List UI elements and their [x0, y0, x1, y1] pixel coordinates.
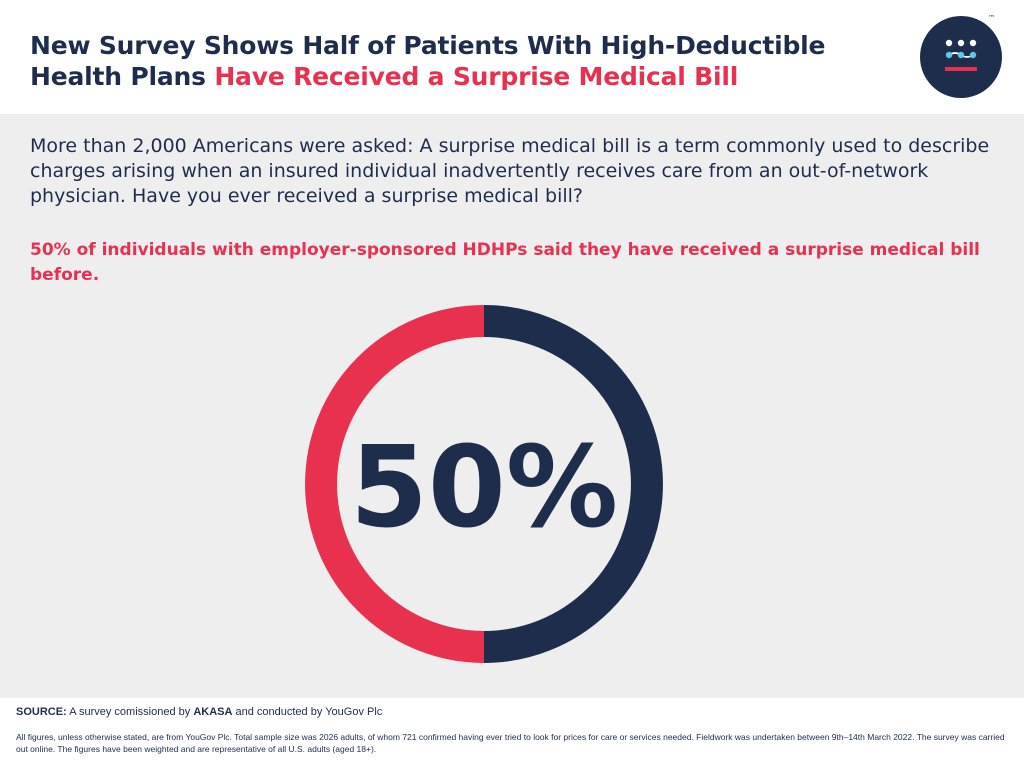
survey-question: More than 2,000 Americans were asked: A … — [30, 135, 990, 207]
fine-print: All figures, unless otherwise stated, ar… — [16, 732, 1005, 754]
source-label: SOURCE: — [16, 706, 67, 718]
trademark-mark: ™ — [988, 14, 995, 22]
donut-chart: 50% — [305, 305, 663, 663]
title-part-2: Have Received a Surprise Medical Bill — [214, 62, 739, 91]
footer: SOURCE: A survey comissioned by AKASA an… — [0, 698, 1024, 778]
page-title: New Survey Shows Half of Patients With H… — [30, 30, 910, 92]
source-prefix: A survey comissioned by — [69, 706, 191, 718]
source-suffix: and conducted by YouGov Plc — [235, 706, 383, 718]
header: New Survey Shows Half of Patients With H… — [0, 0, 1024, 114]
source-brand: AKASA — [193, 706, 233, 718]
title-part-1: New Survey Shows Half of Patients With H… — [30, 31, 826, 91]
key-finding: 50% of individuals with employer-sponsor… — [30, 240, 980, 285]
donut-slice-1 — [483, 305, 663, 663]
source-line: SOURCE: A survey comissioned by AKASA an… — [16, 706, 382, 718]
center-percent-label: 50% — [350, 423, 618, 553]
akasa-logo-icon — [920, 16, 1002, 98]
logo-bar — [945, 67, 977, 71]
donut-slice-2 — [305, 305, 485, 663]
logo-dots-icon — [945, 39, 977, 59]
content-panel: More than 2,000 Americans were asked: A … — [0, 114, 1024, 698]
